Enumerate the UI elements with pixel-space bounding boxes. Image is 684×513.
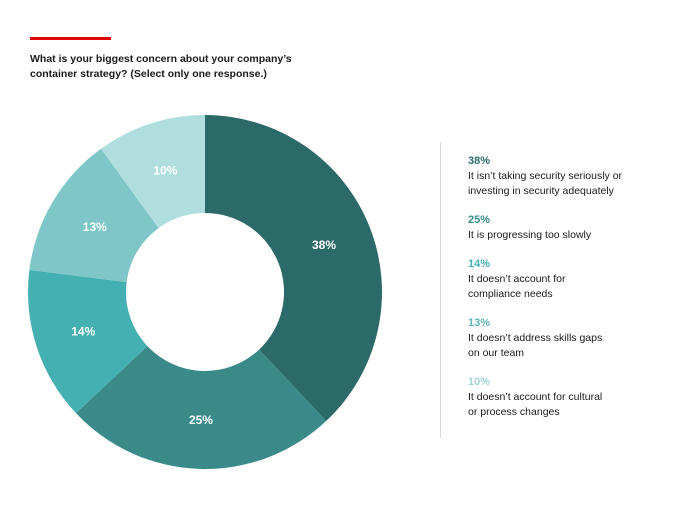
legend-description-line: It isn’t taking security seriously or: [468, 170, 623, 182]
legend: 38% It isn’t taking security seriously o…: [468, 154, 678, 434]
donut-slice-skills: [29, 148, 159, 283]
legend-description: It doesn’t account for cultural or proce…: [468, 390, 678, 420]
donut-slice-security: [205, 115, 382, 422]
legend-divider: [440, 142, 441, 438]
legend-description: It is progressing too slowly: [468, 228, 678, 243]
legend-item-security: 38% It isn’t taking security seriously o…: [468, 154, 678, 199]
slice-label-progress: 25%: [189, 413, 213, 427]
legend-description-line: It is progressing too slowly: [468, 229, 592, 241]
legend-description-line: It doesn’t address skills gaps: [468, 332, 603, 344]
donut-slice-progress: [75, 346, 327, 469]
legend-pct: 14%: [468, 258, 491, 270]
slice-label-culture: 10%: [153, 163, 177, 177]
legend-description-line: on our team: [468, 347, 525, 359]
legend-item-culture: 10% It doesn’t account for cultural or p…: [468, 375, 678, 420]
legend-item-skills: 13% It doesn’t address skills gaps on ou…: [468, 316, 678, 361]
legend-item-compliance: 14% It doesn’t account for compliance ne…: [468, 257, 678, 302]
legend-pct: 25%: [468, 214, 491, 226]
legend-description: It isn’t taking security seriously or in…: [468, 169, 678, 199]
legend-description-line: It doesn’t account for cultural: [468, 391, 603, 403]
legend-pct: 13%: [468, 317, 491, 329]
legend-description-line: It doesn’t account for: [468, 273, 566, 285]
donut-slice-culture: [100, 115, 205, 229]
question-line-2: container strategy? (Select only one res…: [30, 68, 267, 80]
slice-label-security: 38%: [312, 238, 336, 252]
legend-description: It doesn’t account for compliance needs: [468, 272, 678, 302]
slice-label-compliance: 14%: [71, 325, 95, 339]
legend-pct: 10%: [468, 376, 491, 388]
legend-description-line: or process changes: [468, 406, 560, 418]
chart-question: What is your biggest concern about your …: [30, 52, 330, 82]
question-line-1: What is your biggest concern about your …: [30, 53, 292, 65]
legend-description: It doesn’t address skills gaps on our te…: [468, 331, 678, 361]
legend-item-progress: 25% It is progressing too slowly: [468, 213, 678, 243]
donut-slice-compliance: [28, 269, 148, 414]
slice-label-skills: 13%: [83, 220, 107, 234]
accent-rule: [30, 37, 111, 40]
legend-pct: 38%: [468, 155, 491, 167]
legend-description-line: investing in security adequately: [468, 185, 614, 197]
legend-description-line: compliance needs: [468, 288, 553, 300]
